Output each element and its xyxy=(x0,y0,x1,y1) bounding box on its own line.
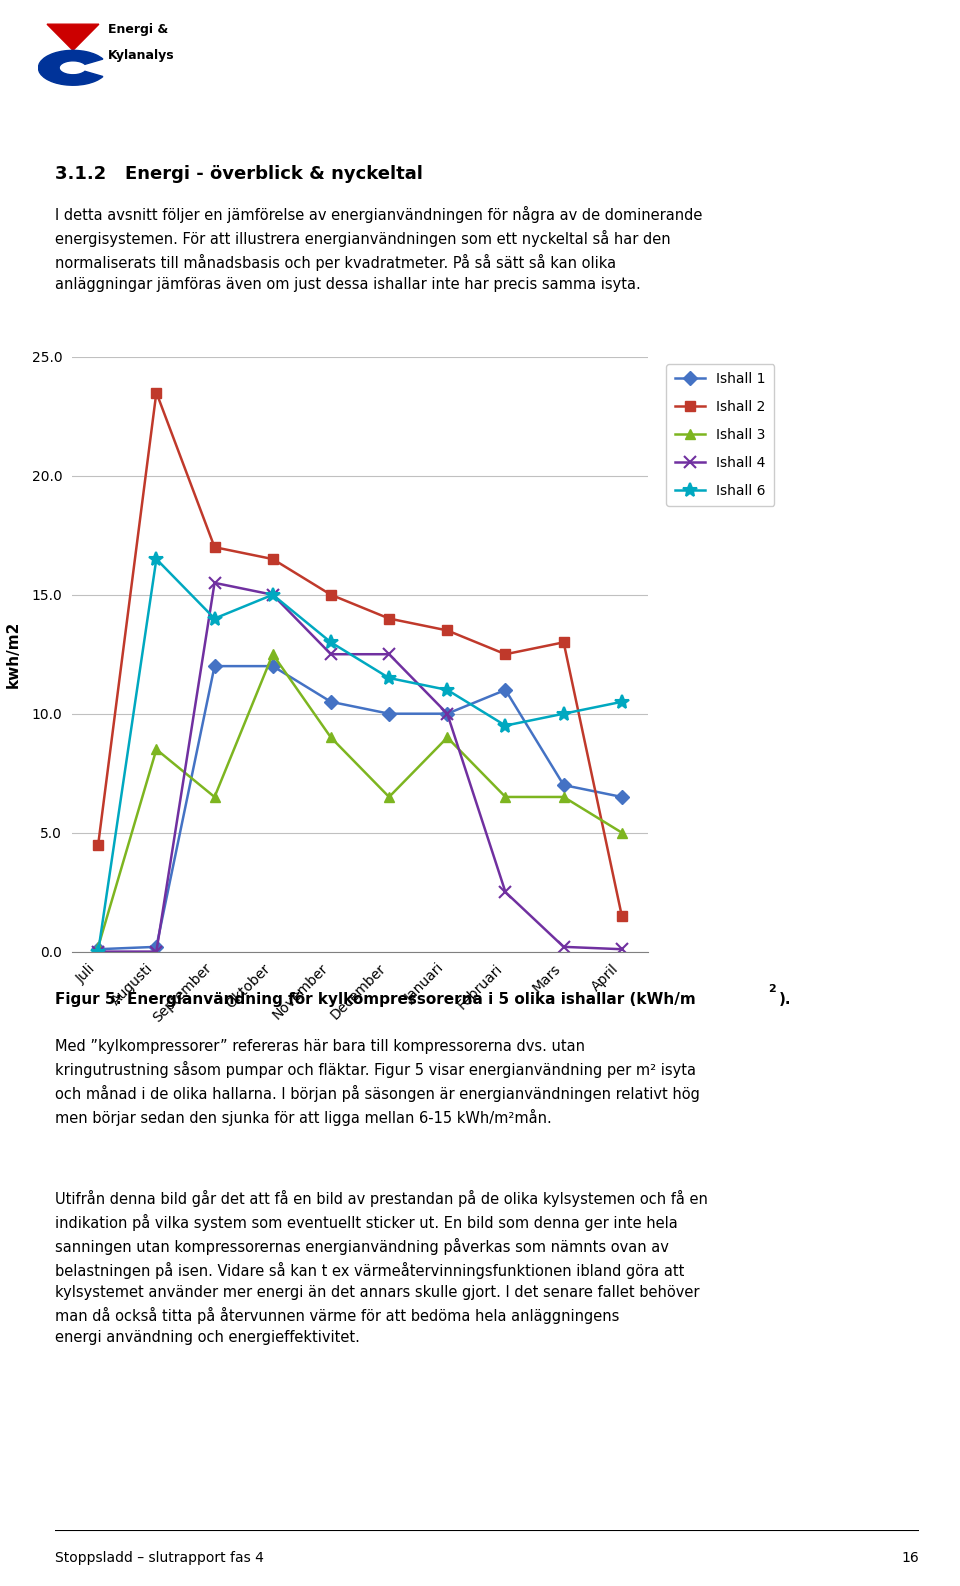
Ishall 2 xyxy=(383,609,395,628)
Text: Energi &: Energi & xyxy=(108,22,168,36)
Ishall 6 xyxy=(325,633,337,652)
Ishall 4 xyxy=(151,942,162,961)
Ishall 1 xyxy=(616,787,628,806)
Ishall 6 xyxy=(92,942,104,961)
Ishall 6 xyxy=(151,550,162,569)
Line: Ishall 4: Ishall 4 xyxy=(92,577,628,958)
Ishall 3 xyxy=(92,937,104,956)
Line: Ishall 3: Ishall 3 xyxy=(93,649,627,952)
Ishall 3 xyxy=(500,787,512,806)
Ishall 4 xyxy=(325,644,337,663)
Ishall 3 xyxy=(383,787,395,806)
Ishall 2 xyxy=(500,644,512,663)
Ishall 3 xyxy=(558,787,569,806)
Wedge shape xyxy=(38,51,103,86)
Ishall 2 xyxy=(92,834,104,853)
Text: Stoppsladd – slutrapport fas 4: Stoppsladd – slutrapport fas 4 xyxy=(55,1551,264,1565)
Ishall 6 xyxy=(383,668,395,687)
Ishall 1 xyxy=(267,657,278,676)
Ishall 3 xyxy=(616,823,628,842)
Ishall 2 xyxy=(151,382,162,401)
Ishall 4 xyxy=(500,882,512,901)
Ishall 3 xyxy=(208,787,220,806)
Ishall 2 xyxy=(616,906,628,925)
Text: Utifrån denna bild går det att få en bild av prestandan på de olika kylsystemen : Utifrån denna bild går det att få en bil… xyxy=(55,1190,708,1345)
Text: 16: 16 xyxy=(901,1551,919,1565)
Ishall 6 xyxy=(267,585,278,604)
Ishall 4 xyxy=(267,585,278,604)
Line: Ishall 6: Ishall 6 xyxy=(91,552,629,958)
Text: ).: ). xyxy=(779,991,791,1007)
Ishall 6 xyxy=(616,691,628,711)
Ishall 2 xyxy=(442,620,453,639)
Ishall 4 xyxy=(442,704,453,723)
Text: I detta avsnitt följer en jämförelse av energianvändningen för några av de domin: I detta avsnitt följer en jämförelse av … xyxy=(55,206,702,292)
Ishall 4 xyxy=(616,939,628,958)
Line: Ishall 1: Ishall 1 xyxy=(93,661,627,955)
Ishall 3 xyxy=(442,728,453,747)
Text: 3.1.2   Energi - överblick & nyckeltal: 3.1.2 Energi - överblick & nyckeltal xyxy=(55,165,422,184)
Ishall 1 xyxy=(558,776,569,795)
Ishall 1 xyxy=(151,937,162,956)
Text: Figur 5: Energianvändning för kylkompressorerna i 5 olika ishallar (kWh/m: Figur 5: Energianvändning för kylkompres… xyxy=(55,991,695,1007)
Ishall 1 xyxy=(208,657,220,676)
Polygon shape xyxy=(47,24,99,51)
Ishall 3 xyxy=(267,644,278,663)
Ishall 6 xyxy=(208,609,220,628)
Ishall 4 xyxy=(383,644,395,663)
Ishall 2 xyxy=(267,550,278,569)
Ishall 2 xyxy=(208,538,220,557)
Ishall 4 xyxy=(558,937,569,956)
Ishall 3 xyxy=(325,728,337,747)
Ishall 2 xyxy=(325,585,337,604)
Ishall 1 xyxy=(500,680,512,699)
Text: Med ”kylkompressorer” refereras här bara till kompressorerna dvs. utan
kringutru: Med ”kylkompressorer” refereras här bara… xyxy=(55,1039,700,1126)
Ishall 4 xyxy=(208,573,220,592)
Ishall 6 xyxy=(558,704,569,723)
Ishall 1 xyxy=(383,704,395,723)
Line: Ishall 2: Ishall 2 xyxy=(93,387,627,921)
Legend: Ishall 1, Ishall 2, Ishall 3, Ishall 4, Ishall 6: Ishall 1, Ishall 2, Ishall 3, Ishall 4, … xyxy=(666,363,775,506)
Text: Kylanalys: Kylanalys xyxy=(108,49,174,62)
Ishall 4 xyxy=(92,942,104,961)
Ishall 6 xyxy=(500,715,512,734)
Ishall 1 xyxy=(442,704,453,723)
Ishall 2 xyxy=(558,633,569,652)
Ishall 3 xyxy=(151,739,162,758)
Ishall 1 xyxy=(92,939,104,958)
Ishall 1 xyxy=(325,691,337,711)
Y-axis label: kwh/m2: kwh/m2 xyxy=(6,620,20,688)
Text: 2: 2 xyxy=(768,983,776,994)
Ishall 6 xyxy=(442,680,453,699)
